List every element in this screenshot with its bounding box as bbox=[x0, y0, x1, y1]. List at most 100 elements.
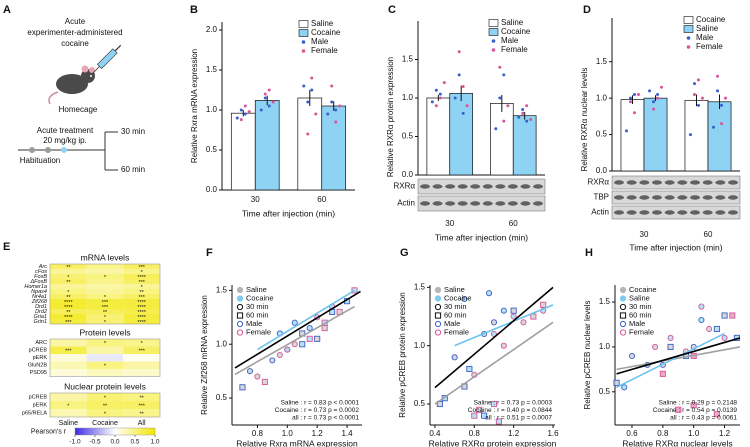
heat-cell bbox=[123, 289, 160, 294]
panel-label: G bbox=[400, 247, 409, 259]
data-point bbox=[314, 335, 321, 342]
legend-label: Saline bbox=[501, 18, 524, 27]
x-tick-label: 0.8 bbox=[469, 429, 481, 438]
significance: *** bbox=[138, 280, 145, 286]
row-label: Arc bbox=[38, 264, 48, 270]
data-dot bbox=[330, 84, 334, 88]
legend-label: 30 min bbox=[444, 302, 467, 311]
significance: *** bbox=[138, 349, 145, 355]
heat-cell bbox=[50, 304, 87, 309]
data-point bbox=[520, 319, 527, 326]
y-tick-label: 0.5 bbox=[414, 399, 426, 408]
row-label: pCREB bbox=[29, 394, 48, 400]
y-tick-label: 1.5 bbox=[596, 57, 608, 66]
fit-stats: Cocaine : r = 0.54 p = 0.0139 bbox=[653, 407, 738, 414]
blot-band bbox=[533, 201, 543, 206]
data-dot bbox=[502, 119, 506, 123]
bar bbox=[297, 97, 323, 191]
heat-cell bbox=[50, 346, 87, 354]
blot-band bbox=[652, 195, 662, 200]
row-label: pERK bbox=[33, 355, 48, 361]
blot-band bbox=[533, 184, 543, 189]
significance: **** bbox=[64, 305, 73, 311]
legend-label: Cocaine bbox=[246, 293, 274, 302]
data-dot bbox=[239, 108, 243, 112]
y-tick-label: 1.5 bbox=[216, 285, 228, 294]
y-axis-label: Relative Zif268 mRNA expression bbox=[200, 295, 209, 415]
legend-label: Female bbox=[501, 45, 528, 54]
significance: * bbox=[67, 403, 70, 409]
fit-line bbox=[454, 304, 554, 347]
legend-label: Saline bbox=[311, 19, 334, 28]
data-point bbox=[461, 295, 468, 303]
blot-band bbox=[614, 210, 624, 215]
data-dot bbox=[457, 73, 461, 77]
fit-stats: Cocaine : r = 0.40 p = 0.0844 bbox=[468, 407, 553, 414]
significance: *** bbox=[102, 305, 109, 311]
data-dot bbox=[692, 93, 696, 96]
row-label: PSD95 bbox=[30, 370, 47, 376]
significance: * bbox=[104, 341, 107, 347]
significance: ** bbox=[103, 403, 108, 409]
heat-cell bbox=[50, 401, 87, 409]
colorbar-tick-label: -1.0 bbox=[69, 439, 81, 446]
data-dot bbox=[720, 103, 724, 107]
x-tick-label: 0.8 bbox=[657, 429, 669, 438]
data-dot bbox=[521, 111, 525, 115]
legend-label: 60 min bbox=[246, 310, 269, 319]
legend-swatch bbox=[488, 28, 499, 36]
significance: ** bbox=[66, 280, 71, 286]
y-tick-label: 0.5 bbox=[216, 393, 228, 402]
heat-cell bbox=[86, 289, 124, 294]
legend-marker bbox=[236, 329, 244, 336]
bar bbox=[230, 112, 256, 191]
data-dot bbox=[434, 104, 438, 108]
blot-band bbox=[728, 210, 738, 215]
blot-band bbox=[702, 210, 713, 215]
significance: ** bbox=[140, 290, 145, 296]
data-point bbox=[690, 402, 697, 409]
data-dot bbox=[700, 96, 704, 100]
blot bbox=[611, 205, 741, 220]
data-dot bbox=[235, 116, 239, 120]
heat-cell bbox=[50, 289, 87, 294]
data-dot bbox=[494, 127, 498, 131]
colorbar-tick-label: 0.0 bbox=[110, 439, 119, 446]
data-dot bbox=[656, 96, 660, 100]
heat-cell bbox=[50, 409, 87, 417]
y-tick-label: 0.5 bbox=[402, 132, 414, 141]
data-dot bbox=[302, 84, 306, 88]
blot-band bbox=[639, 195, 650, 200]
blot-band bbox=[495, 184, 506, 189]
heat-cell bbox=[123, 393, 160, 401]
legend-marker bbox=[434, 329, 442, 336]
blot-band bbox=[728, 195, 738, 200]
legend-marker bbox=[619, 312, 627, 319]
data-dot bbox=[517, 115, 521, 119]
y-tick-label: 2.0 bbox=[206, 25, 218, 34]
significance: * bbox=[141, 270, 144, 276]
data-dot bbox=[636, 93, 640, 96]
data-dot bbox=[720, 122, 724, 126]
data-dot bbox=[243, 112, 247, 116]
data-point bbox=[667, 343, 674, 350]
y-tick-label: 1.5 bbox=[402, 55, 414, 64]
significance: **** bbox=[64, 315, 73, 321]
blot-label: RXRα bbox=[587, 178, 609, 187]
heat-cell bbox=[50, 361, 87, 369]
heat-cell bbox=[86, 274, 124, 279]
legend-label: Male bbox=[246, 319, 262, 328]
blot-band bbox=[639, 180, 650, 185]
significance: * bbox=[104, 315, 107, 321]
x-tick-label: 60 bbox=[317, 195, 326, 204]
legend-label: Female bbox=[696, 42, 723, 51]
data-point bbox=[291, 341, 298, 348]
legend-label: Female bbox=[444, 327, 469, 336]
time-label: 30 min bbox=[121, 127, 145, 136]
blot-band bbox=[690, 180, 700, 185]
data-dot bbox=[712, 125, 716, 129]
x-tick-label: 1.2 bbox=[719, 429, 731, 438]
timepoint bbox=[29, 147, 35, 153]
blot-band bbox=[690, 210, 700, 215]
